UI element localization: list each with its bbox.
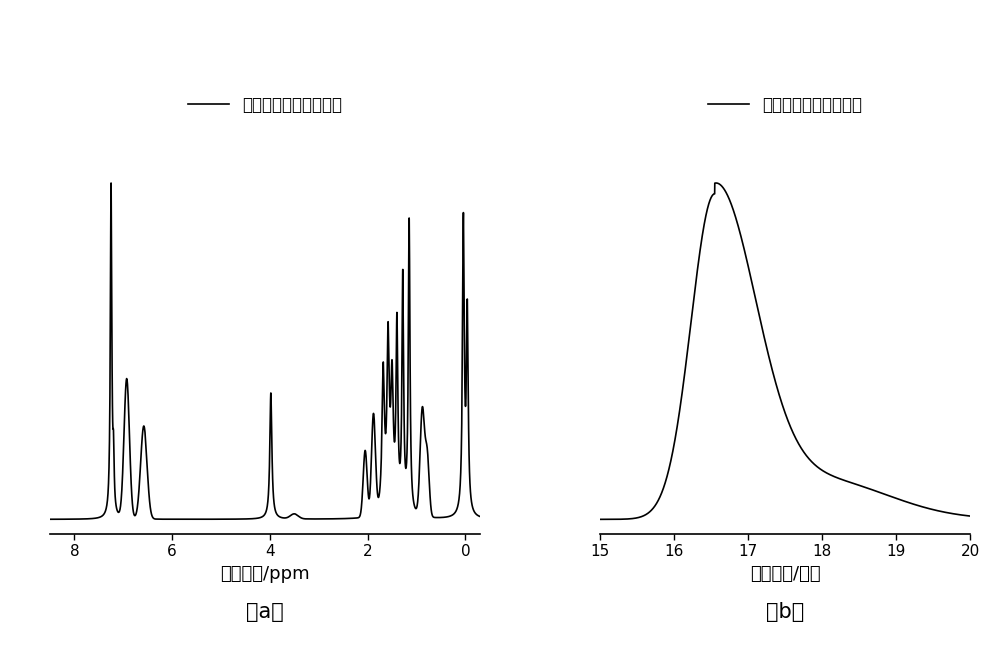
X-axis label: 流出时间/分钟: 流出时间/分钟 <box>750 565 820 583</box>
Text: （b）: （b） <box>766 602 804 622</box>
Text: （a）: （a） <box>246 602 284 622</box>
Legend: 单硅氢星型嵌段共聚物: 单硅氢星型嵌段共聚物 <box>701 89 869 120</box>
Legend: 单硅氢星型嵌段共聚物: 单硅氢星型嵌段共聚物 <box>181 89 349 120</box>
X-axis label: 化学位移/ppm: 化学位移/ppm <box>220 565 310 583</box>
